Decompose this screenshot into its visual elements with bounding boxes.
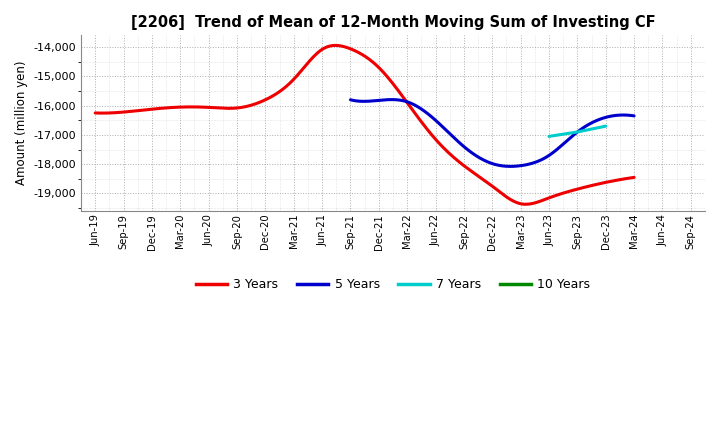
5 Years xyxy=(522,162,531,168)
5 Years xyxy=(587,120,595,125)
Line: 3 Years: 3 Years xyxy=(95,45,634,204)
5 Years xyxy=(517,163,526,168)
5 Years xyxy=(506,164,515,169)
7 Years xyxy=(545,134,554,139)
Y-axis label: Amount (million yen): Amount (million yen) xyxy=(15,61,28,185)
3 Years xyxy=(330,43,339,48)
Legend: 3 Years, 5 Years, 7 Years, 10 Years: 3 Years, 5 Years, 7 Years, 10 Years xyxy=(191,273,595,296)
3 Years xyxy=(93,110,102,116)
3 Years xyxy=(423,126,431,132)
5 Years xyxy=(387,97,395,102)
3 Years xyxy=(522,202,531,207)
5 Years xyxy=(347,97,356,103)
3 Years xyxy=(583,184,592,189)
5 Years xyxy=(630,113,639,118)
3 Years xyxy=(630,175,639,180)
5 Years xyxy=(605,114,613,119)
Title: [2206]  Trend of Mean of 12-Month Moving Sum of Investing CF: [2206] Trend of Mean of 12-Month Moving … xyxy=(131,15,655,30)
Line: 5 Years: 5 Years xyxy=(351,99,634,166)
3 Years xyxy=(91,110,99,116)
3 Years xyxy=(412,112,420,117)
Line: 7 Years: 7 Years xyxy=(549,126,606,136)
7 Years xyxy=(601,124,610,129)
5 Years xyxy=(346,97,355,103)
3 Years xyxy=(549,194,557,199)
3 Years xyxy=(413,114,422,120)
5 Years xyxy=(516,163,525,169)
7 Years xyxy=(573,129,582,135)
